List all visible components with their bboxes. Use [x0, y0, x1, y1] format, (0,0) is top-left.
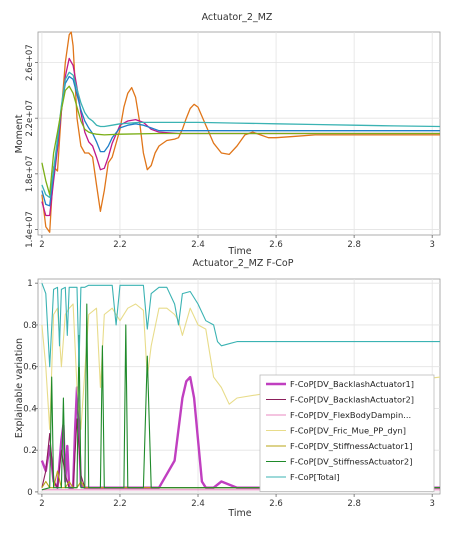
y-tick-label: 0.4	[23, 404, 37, 414]
chart-bottom-title: Actuator_2_MZ F-CoP	[193, 258, 294, 269]
y-tick-label: 0	[27, 488, 32, 498]
x-tick-label: 2.8	[347, 499, 361, 509]
legend-label: F-CoP[DV_Fric_Mue_PP_dyn]	[290, 426, 406, 436]
y-tick-label: 0.6	[23, 363, 37, 373]
x-tick-label: 2	[39, 499, 44, 509]
chart-bottom-series	[40, 283, 441, 491]
chart-top-series	[41, 31, 441, 233]
chart-top-grid	[38, 32, 440, 235]
legend-label: F-CoP[DV_FlexBodyDampin...	[290, 410, 411, 420]
series-line-6	[41, 283, 440, 368]
legend-label: F-CoP[DV_BacklashActuator2]	[290, 395, 414, 405]
x-tick-label: 2	[39, 240, 44, 250]
x-tick-label: 2.8	[347, 240, 361, 250]
chart-top-x-ticks: 2 2.2 2.4 2.6 2.8 3	[39, 235, 435, 250]
x-tick-label: 3	[429, 240, 434, 250]
x-tick-label: 2.4	[191, 499, 205, 509]
x-tick-label: 2.2	[113, 240, 127, 250]
legend-label: F-CoP[Total]	[290, 472, 340, 482]
chart-top: Actuator_2_MZ 2 2.2 2.4 2.6 2.8 3 1.4e+07 1.8e…	[14, 12, 441, 257]
y-tick-label: 0.2	[23, 446, 37, 456]
chart-bottom-x-ticks: 2 2.2 2.4 2.6 2.8 3	[39, 494, 435, 509]
legend-box	[259, 374, 435, 492]
chart-bottom-y-label: Explainable variation	[14, 338, 25, 438]
x-tick-label: 2.6	[269, 240, 283, 250]
chart-bottom-x-label: Time	[227, 508, 251, 519]
legend-label: F-CoP[DV_StiffnessActuator1]	[290, 441, 412, 451]
series-line-5	[41, 303, 440, 491]
chart-top-y-ticks: 1.4e+07 1.8e+07 2.2e+07 2.6e+07	[25, 44, 38, 248]
y-tick-label: 2.2e+07	[25, 100, 35, 137]
x-tick-label: 2.6	[269, 499, 283, 509]
chart-top-title: Actuator_2_MZ	[202, 12, 273, 23]
legend-label: F-CoP[DV_StiffnessActuator2]	[290, 457, 412, 467]
x-tick-label: 2.4	[191, 240, 205, 250]
y-tick-label: 0.8	[23, 321, 37, 331]
chart-top-y-label: Moment	[14, 114, 25, 153]
chart-top-x-label: Time	[227, 246, 251, 257]
y-tick-label: 1.8e+07	[25, 155, 35, 192]
y-tick-label: 2.6e+07	[25, 44, 35, 81]
series-line-4	[41, 85, 440, 196]
y-tick-label: 1	[27, 279, 32, 289]
chart-bottom-legend: F-CoP[DV_BacklashActuator1] F-CoP[DV_Back…	[259, 374, 435, 492]
chart-bottom-y-ticks: 0 0.2 0.4 0.6 0.8 1	[23, 279, 38, 498]
series-line-3	[41, 303, 441, 430]
series-line-0	[41, 31, 440, 233]
y-tick-label: 1.4e+07	[25, 211, 35, 248]
x-tick-label: 2.2	[113, 499, 127, 509]
x-tick-label: 3	[429, 499, 434, 509]
chart-bottom: Actuator_2_MZ F-CoP 2 2.2 2.4 2.6 2.8 3 00.20…	[14, 258, 441, 519]
legend-label: F-CoP[DV_BacklashActuator1]	[290, 379, 414, 389]
